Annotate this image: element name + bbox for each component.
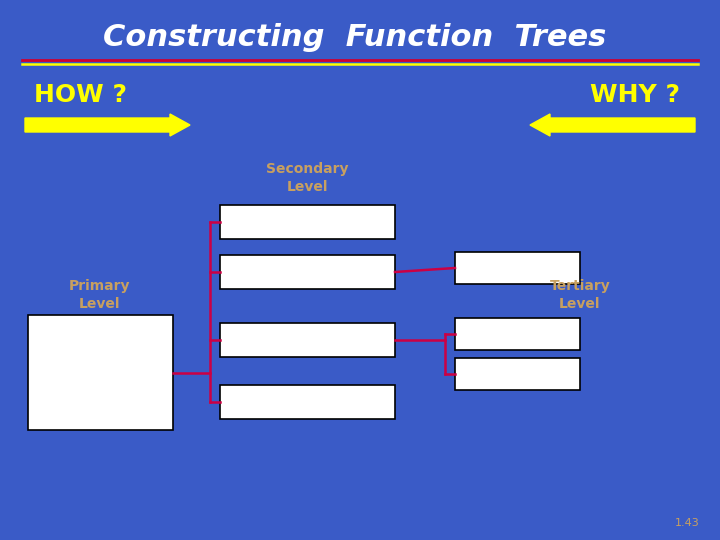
Bar	[455, 318, 580, 350]
Text: HOW ?: HOW ?	[34, 83, 127, 107]
Text: 1.43: 1.43	[675, 518, 700, 528]
Bar	[220, 205, 395, 239]
Bar	[220, 255, 395, 289]
Bar	[220, 323, 395, 357]
Bar	[220, 385, 395, 419]
FancyArrow shape	[530, 114, 695, 136]
FancyArrow shape	[25, 114, 190, 136]
Bar	[455, 252, 580, 284]
Text: Tertiary
Level: Tertiary Level	[549, 279, 611, 311]
Text: Primary
Level: Primary Level	[69, 279, 131, 311]
Bar	[28, 315, 173, 430]
Text: WHY ?: WHY ?	[590, 83, 680, 107]
Text: Constructing  Function  Trees: Constructing Function Trees	[104, 24, 607, 52]
Text: Secondary
Level: Secondary Level	[266, 162, 348, 194]
Bar	[455, 358, 580, 390]
